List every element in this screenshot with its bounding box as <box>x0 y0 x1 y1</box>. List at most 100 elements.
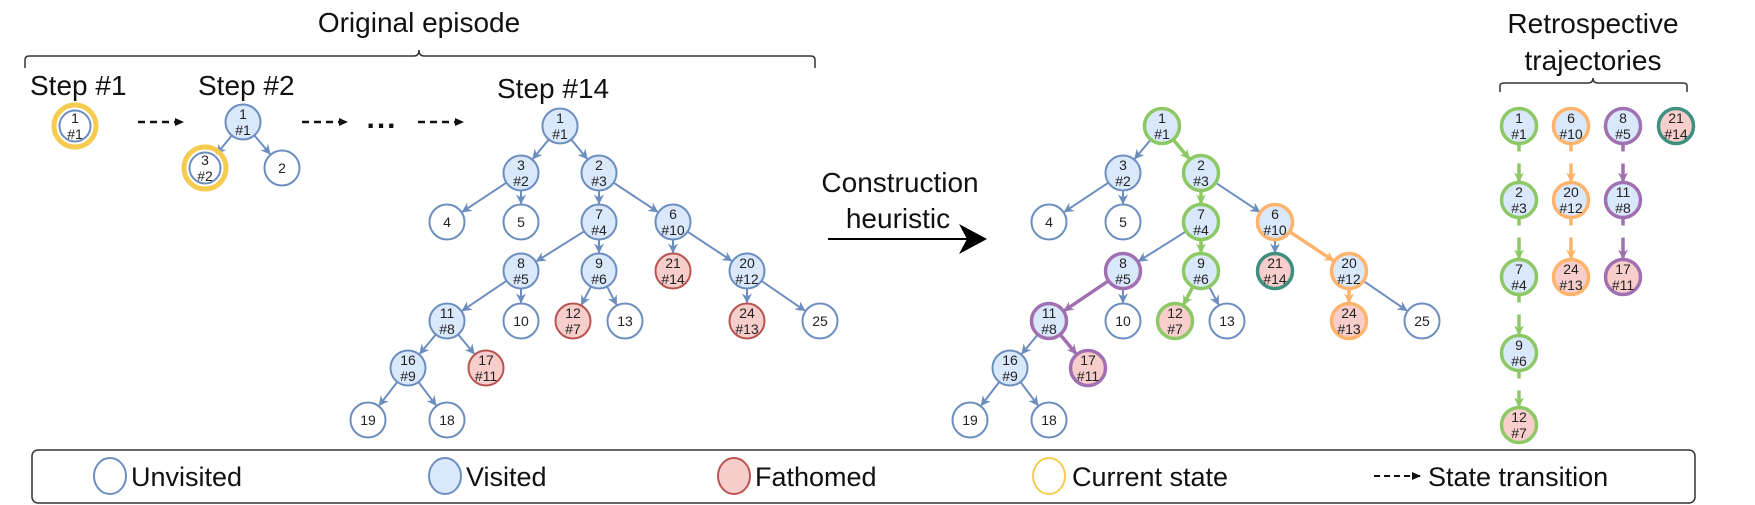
node-visit-order: #2 <box>1115 173 1131 189</box>
step1-label: Step #1 <box>30 70 127 101</box>
node-circle <box>1255 202 1295 242</box>
edge-3-4 <box>461 181 507 213</box>
edge-1-3 <box>532 138 550 160</box>
node-circle <box>654 252 692 290</box>
node-1: 1#1 <box>541 107 579 145</box>
legend-state-transition: State transition <box>1428 462 1608 492</box>
node-8: 8#5 <box>1103 251 1143 291</box>
node-id: 11 <box>440 305 455 321</box>
node-circle <box>1329 301 1369 341</box>
edge-1-2 <box>253 134 271 155</box>
node-3: 3#2 <box>181 144 229 192</box>
trajectory-teal: 21#14 <box>1656 106 1696 146</box>
node-circle <box>554 302 592 340</box>
node-20: 20#12 <box>728 252 766 290</box>
node-visit-order: #10 <box>1559 126 1583 142</box>
node-circle <box>580 203 618 241</box>
node-id: 21 <box>1267 255 1283 271</box>
node-circle <box>991 349 1029 387</box>
node-id: 18 <box>1041 412 1057 428</box>
node-circle <box>467 349 505 387</box>
trajectory-node-2: 2#3 <box>1499 180 1539 220</box>
node-circle <box>502 203 540 241</box>
node-visit-order: #8 <box>1615 200 1631 216</box>
node-2: 2#3 <box>580 154 618 192</box>
node-circle <box>1181 251 1221 291</box>
node-id: 7 <box>595 206 603 222</box>
node-id: 1 <box>239 106 247 122</box>
node-visit-order: #11 <box>1612 277 1635 293</box>
legend-unvisited: Unvisited <box>131 462 242 492</box>
node-19: 19 <box>951 401 989 439</box>
node-25: 25 <box>1403 302 1441 340</box>
node-id: 8 <box>1619 110 1627 126</box>
edge-2-6 <box>613 181 659 213</box>
node-visit-order: #7 <box>1511 425 1527 441</box>
node-id: 5 <box>517 214 525 230</box>
node-visit-order: #10 <box>1263 222 1287 238</box>
node-id: 16 <box>1002 352 1018 368</box>
node-id: 9 <box>1197 255 1205 271</box>
node-visit-order: #5 <box>1615 126 1631 142</box>
node-circle <box>349 401 387 439</box>
node-13: 13 <box>606 302 644 340</box>
edge-1-2 <box>570 138 588 160</box>
node-21: 21#14 <box>654 252 692 290</box>
node-visit-order: #2 <box>197 168 213 184</box>
original-episode-title: Original episode <box>318 7 520 38</box>
visited-swatch-icon <box>428 457 462 495</box>
node-visit-order: #6 <box>1511 353 1527 369</box>
node-13: 13 <box>1208 302 1246 340</box>
node-id: 9 <box>595 255 603 271</box>
node-12: 12#7 <box>554 302 592 340</box>
node-visit-order: #13 <box>1337 321 1361 337</box>
node-circle <box>728 302 766 340</box>
node-id: 13 <box>617 313 633 329</box>
node-7: 7#4 <box>580 203 618 241</box>
fathomed-swatch-icon <box>717 457 751 495</box>
legend-current-state: Current state <box>1072 462 1228 492</box>
node-circle <box>502 252 540 290</box>
ellipsis: ... <box>366 102 397 135</box>
node-20: 20#12 <box>1329 251 1369 291</box>
node-5: 5 <box>502 203 540 241</box>
edge-11-16 <box>419 333 437 355</box>
node-circle <box>1155 301 1195 341</box>
edge-9-12 <box>580 286 592 306</box>
node-visit-order: #5 <box>513 271 529 287</box>
node-id: 3 <box>201 152 209 168</box>
node-id: 3 <box>517 157 525 173</box>
node-id: 1 <box>556 110 564 126</box>
node-10: 10 <box>502 302 540 340</box>
trajectory-node-20: 20#12 <box>1551 180 1591 220</box>
node-circle <box>502 154 540 192</box>
node-1: 1#1 <box>1142 106 1182 146</box>
node-circle <box>1551 257 1591 297</box>
node-id: 25 <box>812 313 828 329</box>
node-visit-order: #1 <box>1154 126 1170 142</box>
node-id: 2 <box>1515 184 1523 200</box>
node-id: 11 <box>1616 184 1631 200</box>
node-visit-order: #8 <box>439 321 455 337</box>
node-circle <box>389 349 427 387</box>
node-circle <box>580 154 618 192</box>
node-circle <box>188 151 222 185</box>
edge-11-17 <box>457 333 475 355</box>
original-episode-brace <box>24 49 816 68</box>
node-circle <box>502 302 540 340</box>
edge-20-25 <box>1362 280 1408 312</box>
legend-visited: Visited <box>466 462 547 492</box>
node-circle <box>1142 106 1182 146</box>
legend-fathomed: Fathomed <box>755 462 877 492</box>
trajectory-node-12: 12#7 <box>1499 405 1539 445</box>
node-visit-order: #11 <box>475 368 498 384</box>
node-id: 25 <box>1414 313 1430 329</box>
node-circle <box>1603 257 1643 297</box>
node-id: 12 <box>1167 305 1183 321</box>
node-id: 4 <box>443 214 451 230</box>
node-visit-order: #6 <box>591 271 607 287</box>
node-visit-order: #12 <box>735 271 759 287</box>
construction-heuristic-line1: Construction <box>821 167 978 198</box>
current-state-ring <box>181 144 229 192</box>
